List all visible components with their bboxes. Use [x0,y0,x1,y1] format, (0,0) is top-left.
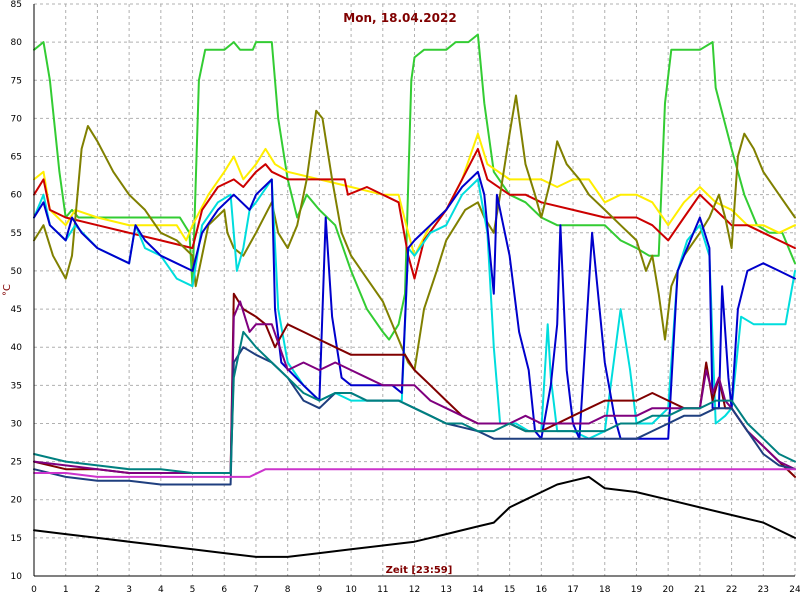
x-tick-label: 1 [63,585,69,595]
series-line-3 [33,94,796,372]
x-tick-label: 9 [317,585,323,595]
y-tick-label: 75 [11,76,22,86]
x-tick-label: 15 [504,585,515,595]
series-line-5 [33,170,796,440]
x-tick-label: 8 [285,585,291,595]
x-tick-label: 14 [472,585,484,595]
x-tick-label: 24 [789,585,800,595]
chart-title: Mon, 18.04.2022 [343,11,456,25]
y-tick-label: 25 [11,458,22,468]
x-tick-label: 23 [758,585,769,595]
x-axis-label: Zeit [23:59] [386,565,453,576]
x-tick-label: 20 [662,585,674,595]
tick-labels: 0 1 2 3 4 5 6 7 8 9 10 11 12 13 14 15 16 17 18 19 20 21 22 23 24… [11,0,800,595]
x-tick-label: 21 [694,585,705,595]
series-line-6 [33,292,796,478]
y-tick-label: 20 [11,496,23,506]
x-tick-label: 0 [31,585,37,595]
y-tick-label: 80 [11,38,23,48]
x-tick-label: 5 [190,585,196,595]
x-tick-label: 4 [158,585,164,595]
x-tick-label: 6 [221,585,227,595]
x-tick-label: 3 [126,585,132,595]
series-lines [33,33,796,558]
series-line-2 [33,147,796,280]
axes [33,4,795,577]
x-tick-label: 10 [345,585,357,595]
y-tick-label: 55 [11,229,22,239]
y-tick-label: 60 [11,191,23,201]
x-tick-label: 7 [253,585,259,595]
y-tick-label: 65 [11,153,22,163]
x-tick-label: 18 [599,585,611,595]
y-axis-label: °C [2,284,13,296]
series-line-0 [33,33,796,341]
x-tick-label: 2 [95,585,101,595]
y-tick-label: 15 [11,534,22,544]
y-tick-label: 40 [11,343,23,353]
series-line-9 [33,330,796,474]
y-tick-label: 45 [11,305,22,315]
y-tick-label: 10 [11,572,23,582]
x-tick-label: 16 [536,585,548,595]
x-tick-label: 13 [440,585,451,595]
y-tick-label: 70 [11,114,23,124]
x-tick-label: 11 [377,585,388,595]
grid-lines [33,3,796,577]
y-tick-label: 85 [11,0,22,10]
x-tick-label: 12 [409,585,420,595]
y-tick-label: 50 [11,267,23,277]
y-tick-label: 30 [11,419,23,429]
x-tick-label: 17 [567,585,578,595]
series-line-11 [33,475,796,558]
x-tick-label: 19 [631,585,643,595]
series-line-10 [33,468,796,478]
x-tick-label: 22 [726,585,737,595]
series-line-7 [33,300,796,474]
y-tick-label: 35 [11,381,22,391]
